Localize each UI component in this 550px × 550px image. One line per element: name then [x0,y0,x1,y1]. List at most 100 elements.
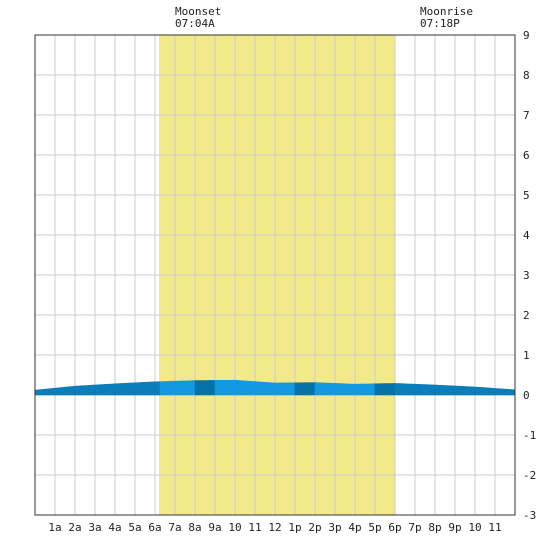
tide-segment [79,385,86,396]
tide-segment [89,384,96,396]
tide-segment [44,388,51,396]
plot-frame [34,34,516,516]
tide-segment [329,382,336,396]
tide-segment [289,382,296,396]
x-tick-label: 8a [188,521,201,534]
tide-segment [414,383,421,396]
moonset-label: Moonset [175,5,222,18]
x-tick-label: 6a [148,521,161,534]
y-tick-label: 5 [523,189,530,202]
tide-segment [399,383,406,396]
tide-segment [309,382,316,396]
tide-segment [499,388,506,396]
tide-segment [259,381,266,396]
tide-segment [74,385,81,396]
tide-segment [199,380,206,396]
y-tick-label: 0 [523,389,530,402]
moonrise-time: 07:18P [420,17,460,30]
tide-segment [59,386,66,396]
y-tick-label: 2 [523,309,530,322]
tide-segment [124,382,131,396]
y-axis-tick-labels: 9 8 7 6 5 4 3 2 1 0 -1 -2 -3 [523,29,536,522]
tide-segment [39,388,46,396]
tide-segment [449,385,456,396]
y-tick-label: 7 [523,109,530,122]
x-tick-label: 2p [308,521,321,534]
tide-segment [434,384,441,396]
tide-segment [49,387,56,396]
tide-segment [494,388,501,396]
tide-segment [104,383,111,396]
tide-segment [254,381,261,396]
tide-segment [174,380,181,396]
x-tick-label: 8p [428,521,441,534]
tide-segment [339,383,346,396]
tide-segment [479,387,486,396]
x-tick-label: 7a [168,521,181,534]
tide-segment [244,380,251,396]
tide-segment [139,381,146,396]
x-tick-label: 1a [48,521,61,534]
tide-segment [129,382,136,396]
x-tick-label: 11 [488,521,501,534]
tide-segment [364,383,371,396]
tide-segment [369,383,376,396]
tide-segment [304,382,311,396]
tide-segment [114,383,121,396]
tide-segment [274,382,281,396]
y-tick-label: -1 [523,429,536,442]
tide-segment [64,386,71,396]
x-tick-label: 9a [208,521,221,534]
tide-segment [344,383,351,396]
tide-segment [194,380,201,396]
y-tick-label: 8 [523,69,530,82]
y-tick-label: 3 [523,269,530,282]
tide-segment [264,381,271,396]
tide-segment [154,381,161,396]
tide-segment [444,385,451,396]
y-tick-label: 4 [523,229,530,242]
moonset-time: 07:04A [175,17,215,30]
tide-segment [404,383,411,396]
tide-segment [459,385,466,396]
x-tick-label: 5p [368,521,381,534]
moonset-annotation: Moonset 07:04A [175,6,221,30]
y-tick-label: 6 [523,149,530,162]
tide-segment [69,385,76,396]
tide-segment [504,388,511,396]
x-tick-label: 1p [288,521,301,534]
tide-segment [239,380,246,396]
tide-segment [164,381,171,396]
x-tick-label: 12 [268,521,281,534]
tide-segment [474,386,481,396]
x-tick-label: 4p [348,521,361,534]
x-tick-label: 2a [68,521,81,534]
tide-segment [184,380,191,396]
tide-segment [454,385,461,396]
tide-segment [359,383,366,396]
tide-segment [374,383,381,396]
tide-segment [219,379,226,396]
tide-segment [384,383,391,396]
tide-segment [99,384,106,396]
tide-segment [34,389,41,396]
tide-segment [189,380,196,396]
x-tick-label: 9p [448,521,461,534]
x-tick-label: 11 [248,521,261,534]
tide-segment [279,382,286,396]
tide-segment [134,382,141,396]
tide-segment [439,384,446,396]
tide-segment [94,384,101,396]
y-tick-label: 1 [523,349,530,362]
tide-segment [229,379,236,396]
tide-segment [214,380,221,396]
moonrise-annotation: Moonrise 07:18P [420,6,473,30]
tide-segment [409,383,416,396]
tide-segment [469,386,476,396]
tide-segment [489,387,496,396]
tide-segment [429,384,436,396]
tide-segment [54,387,61,396]
x-tick-label: 7p [408,521,421,534]
tide-segment [509,389,516,396]
tide-segment [119,382,126,396]
